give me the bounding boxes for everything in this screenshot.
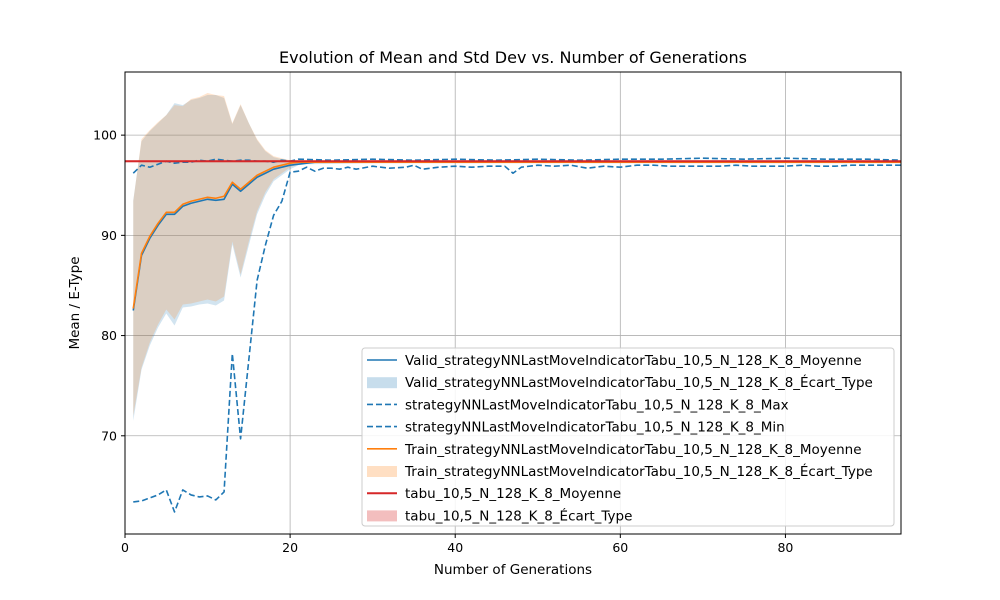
x-tick-label: 80 [777,540,793,555]
band-valid-strategynnlastmoveindicatortabu-10-5-n-128-k-8-cart-type [133,95,901,421]
legend-label: Train_strategyNNLastMoveIndicatorTabu_10… [404,442,862,458]
y-tick-label: 90 [101,228,117,243]
plot-series [125,93,901,513]
legend-label: Valid_strategyNNLastMoveIndicatorTabu_10… [405,353,862,369]
x-tick-label: 0 [121,540,129,555]
legend-box [361,347,895,527]
y-tick-label: 100 [93,128,117,143]
y-axis-label: Mean / E-Type [67,256,83,349]
legend-label: strategyNNLastMoveIndicatorTabu_10,5_N_1… [405,397,789,413]
legend-label: strategyNNLastMoveIndicatorTabu_10,5_N_1… [405,420,785,436]
legend-label: Train_strategyNNLastMoveIndicatorTabu_10… [404,463,873,480]
legend-label: Valid_strategyNNLastMoveIndicatorTabu_10… [405,374,873,391]
y-tick-label: 80 [101,328,117,343]
legend-swatch [367,466,397,477]
legend: Valid_strategyNNLastMoveIndicatorTabu_10… [361,347,895,527]
legend-swatch [367,377,397,389]
chart-title: Evolution of Mean and Std Dev vs. Number… [279,48,747,67]
line-train-strategynnlastmoveindicatortabu-10-5-n-128-k-8-moyenne [132,161,901,309]
plot-frame [124,71,902,535]
line-strategynnlastmoveindicatortabu-10-5-n-128-k-8-max [132,157,901,174]
line-strategynnlastmoveindicatortabu-10-5-n-128-k-8-min [133,164,901,513]
legend-label: tabu_10,5_N_128_K_8_Écart_Type [405,507,632,524]
x-axis-label: Number of Generations [434,562,592,578]
legend-swatch [367,510,397,522]
band-train-strategynnlastmoveindicatortabu-10-5-n-128-k-8-cart-type [133,93,901,416]
legend-label: tabu_10,5_N_128_K_8_Moyenne [405,486,621,502]
x-tick-label: 60 [612,540,628,555]
y-tick-label: 70 [101,428,117,443]
axis-ticks: 0 20 40 60 80 70 80 90 100 [93,128,793,555]
x-tick-label: 40 [447,540,463,555]
x-tick-label: 20 [282,540,298,555]
